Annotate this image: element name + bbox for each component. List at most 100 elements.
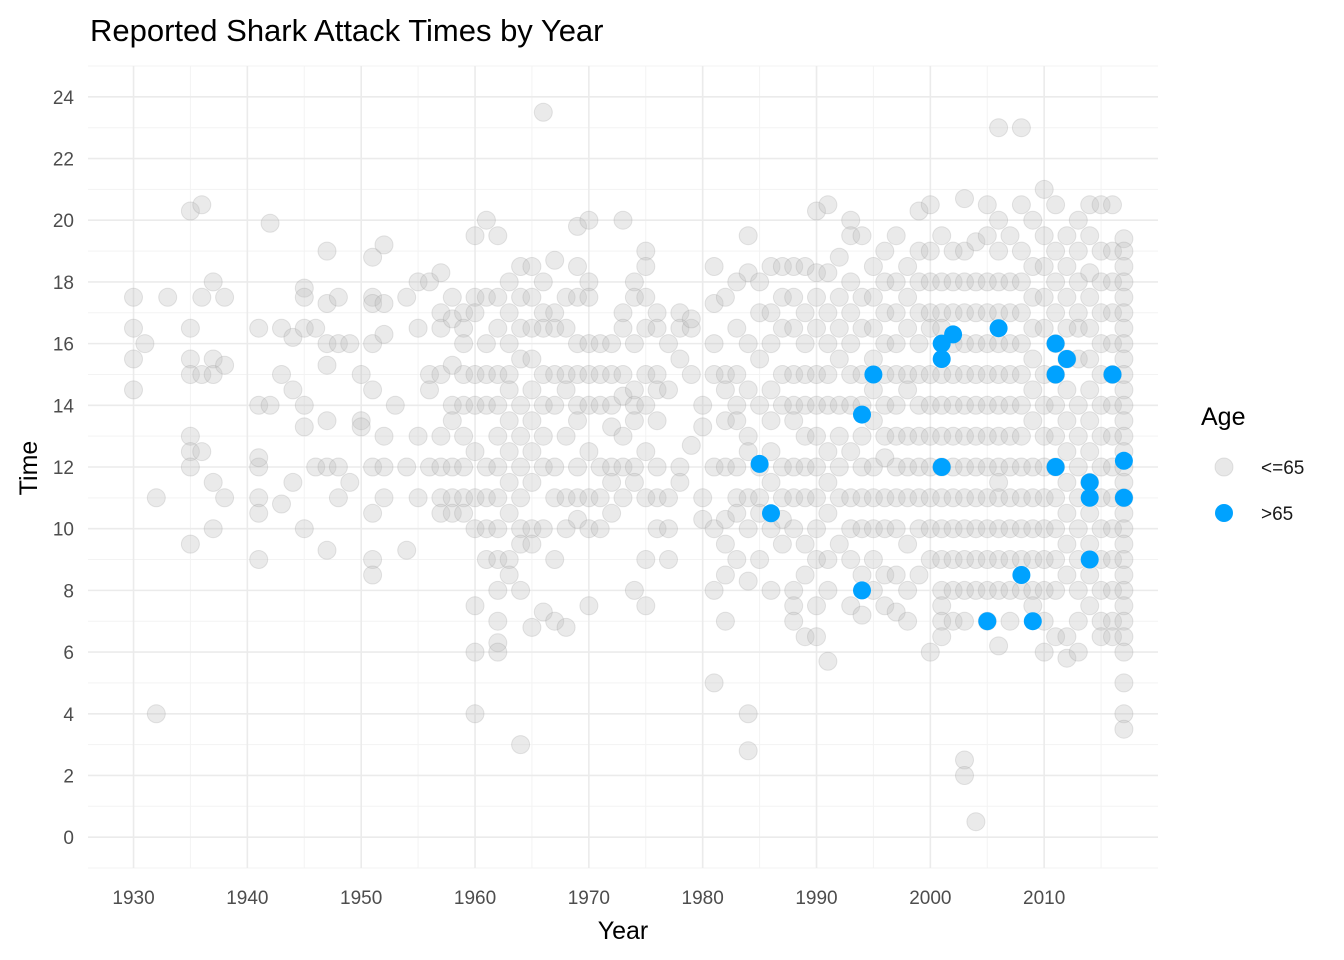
point-le65	[602, 472, 622, 492]
point-le65	[1011, 395, 1031, 415]
point-le65	[886, 565, 906, 585]
point-le65	[784, 257, 804, 276]
point-le65	[1080, 226, 1100, 246]
point-le65	[829, 426, 849, 446]
point-le65	[989, 118, 1009, 138]
point-le65	[1103, 195, 1122, 215]
point-le65	[932, 627, 952, 647]
point-le65	[852, 457, 872, 477]
point-le65	[613, 303, 633, 323]
point-le65	[579, 365, 599, 384]
point-le65	[1011, 118, 1031, 138]
point-le65	[1034, 580, 1054, 600]
y-tick-label: 14	[53, 396, 75, 417]
point-le65	[818, 334, 838, 354]
point-le65	[283, 380, 303, 400]
point-le65	[761, 442, 781, 462]
point-gt65	[853, 405, 871, 424]
point-le65	[260, 395, 280, 415]
point-le65	[636, 550, 656, 569]
point-le65	[454, 303, 474, 323]
point-le65	[465, 365, 485, 384]
point-le65	[1023, 349, 1043, 369]
point-le65	[943, 395, 963, 415]
point-le65	[203, 472, 223, 492]
point-le65	[898, 257, 918, 276]
point-le65	[1068, 395, 1088, 415]
point-le65	[1114, 519, 1134, 539]
point-le65	[579, 442, 599, 462]
point-le65	[932, 611, 952, 631]
point-le65	[180, 426, 200, 446]
point-le65	[363, 457, 383, 477]
point-le65	[476, 550, 496, 569]
point-le65	[841, 226, 861, 246]
x-tick-label: 1930	[112, 888, 154, 909]
point-le65	[1103, 611, 1122, 631]
point-le65	[715, 287, 735, 307]
point-le65	[1011, 241, 1031, 261]
point-le65	[659, 380, 678, 400]
point-le65	[442, 287, 462, 307]
point-le65	[317, 241, 337, 261]
point-le65	[1011, 195, 1031, 215]
point-le65	[1000, 303, 1020, 323]
point-le65	[522, 257, 542, 276]
point-le65	[1080, 287, 1100, 307]
point-le65	[431, 318, 451, 338]
point-le65	[454, 488, 474, 508]
point-le65	[909, 334, 929, 354]
point-le65	[1068, 580, 1088, 600]
point-le65	[966, 334, 986, 354]
point-le65	[738, 263, 758, 283]
point-le65	[784, 318, 804, 338]
point-le65	[272, 365, 291, 384]
point-le65	[613, 365, 633, 384]
point-le65	[966, 365, 986, 384]
point-gt65	[1080, 473, 1099, 492]
point-le65	[898, 488, 918, 508]
point-le65	[465, 596, 485, 616]
point-le65	[511, 534, 531, 554]
point-le65	[909, 303, 929, 323]
point-le65	[602, 503, 622, 523]
point-le65	[704, 519, 724, 539]
point-le65	[966, 457, 986, 477]
point-le65	[420, 380, 439, 400]
point-le65	[1000, 334, 1020, 354]
point-le65	[875, 488, 895, 508]
point-le65	[442, 457, 462, 477]
point-le65	[397, 287, 417, 307]
point-le65	[1000, 580, 1020, 600]
point-le65	[750, 272, 770, 292]
point-le65	[818, 395, 838, 415]
point-le65	[795, 534, 815, 554]
point-gt65	[932, 458, 951, 476]
point-le65	[966, 395, 986, 415]
point-le65	[613, 386, 633, 406]
point-le65	[704, 334, 724, 354]
point-le65	[1023, 210, 1043, 230]
point-le65	[431, 457, 451, 477]
point-le65	[863, 457, 883, 477]
point-le65	[1057, 380, 1077, 400]
point-le65	[932, 550, 952, 569]
point-le65	[1046, 488, 1066, 508]
point-le65	[408, 272, 428, 292]
point-gt65	[864, 365, 883, 384]
point-le65	[1103, 272, 1122, 292]
point-le65	[1080, 263, 1100, 283]
point-le65	[738, 226, 758, 246]
point-le65	[784, 488, 804, 508]
point-le65	[1057, 565, 1077, 585]
point-le65	[829, 349, 849, 369]
point-le65	[545, 365, 565, 384]
point-le65	[1080, 349, 1100, 369]
point-le65	[431, 503, 451, 523]
point-le65	[875, 241, 895, 261]
point-le65	[772, 287, 792, 307]
point-le65	[932, 272, 952, 292]
point-le65	[818, 503, 838, 523]
point-le65	[1068, 457, 1088, 477]
point-le65	[784, 611, 804, 631]
